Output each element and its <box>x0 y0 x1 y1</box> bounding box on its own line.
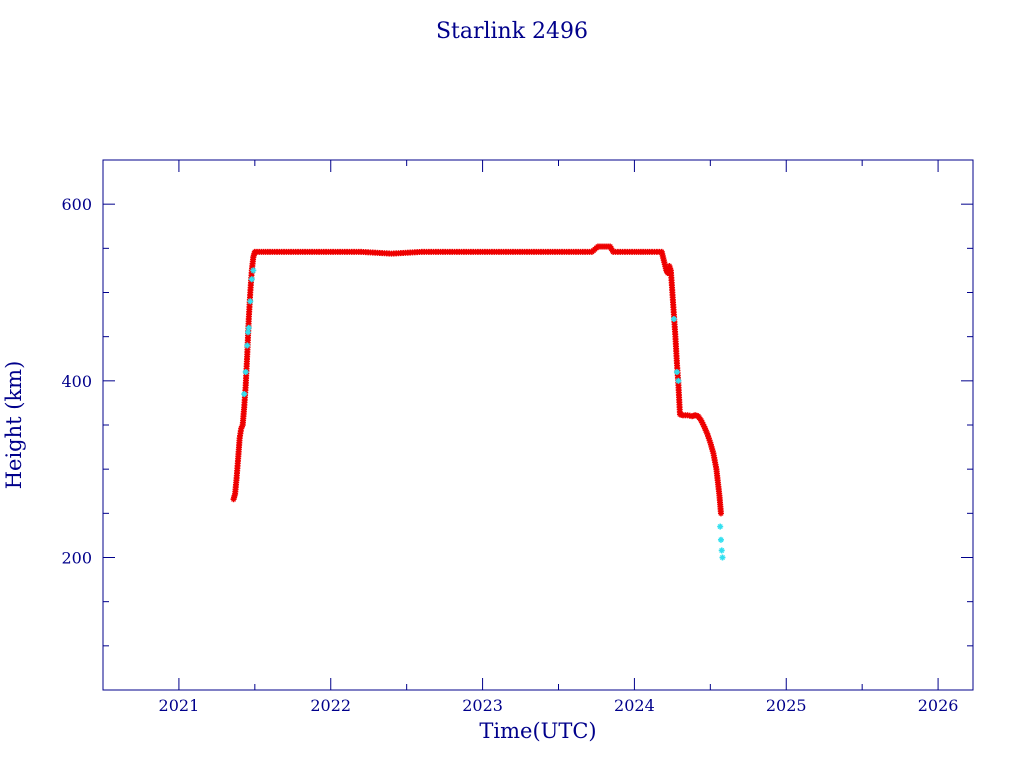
data-point <box>245 329 251 336</box>
data-point <box>717 510 724 517</box>
data-point <box>242 369 249 375</box>
data-point <box>717 536 724 543</box>
x-tick-labels: 2021 2022 2023 2024 2025 2026 <box>159 696 959 715</box>
data-point <box>717 523 724 530</box>
data-point <box>670 316 677 322</box>
data-point <box>241 391 248 398</box>
y-tick-label: 600 <box>61 195 92 214</box>
y-axis-label: Height (km) <box>2 361 26 490</box>
plot-frame <box>102 159 974 691</box>
x-tick-label: 2022 <box>310 696 351 715</box>
x-tick-label: 2026 <box>918 696 959 715</box>
data-point <box>247 298 254 305</box>
data-point <box>245 324 252 331</box>
data-point <box>673 369 680 375</box>
data-point <box>675 377 682 384</box>
y-tick-label: 200 <box>61 549 92 568</box>
y-tick-label: 400 <box>61 372 92 391</box>
x-tick-label: 2024 <box>614 696 655 715</box>
data-point <box>719 554 726 561</box>
y-tick-labels: 200 400 600 <box>61 195 92 567</box>
data-point <box>250 267 257 274</box>
axis-ticks <box>102 159 973 690</box>
data-point <box>244 342 251 349</box>
chart-title: Starlink 2496 <box>436 19 588 44</box>
x-tick-label: 2021 <box>159 696 200 715</box>
data-points <box>230 243 726 561</box>
data-point <box>248 276 255 283</box>
x-tick-label: 2023 <box>462 696 503 715</box>
x-axis-label: Time(UTC) <box>479 719 596 743</box>
data-point <box>718 547 725 554</box>
x-tick-label: 2025 <box>766 696 807 715</box>
